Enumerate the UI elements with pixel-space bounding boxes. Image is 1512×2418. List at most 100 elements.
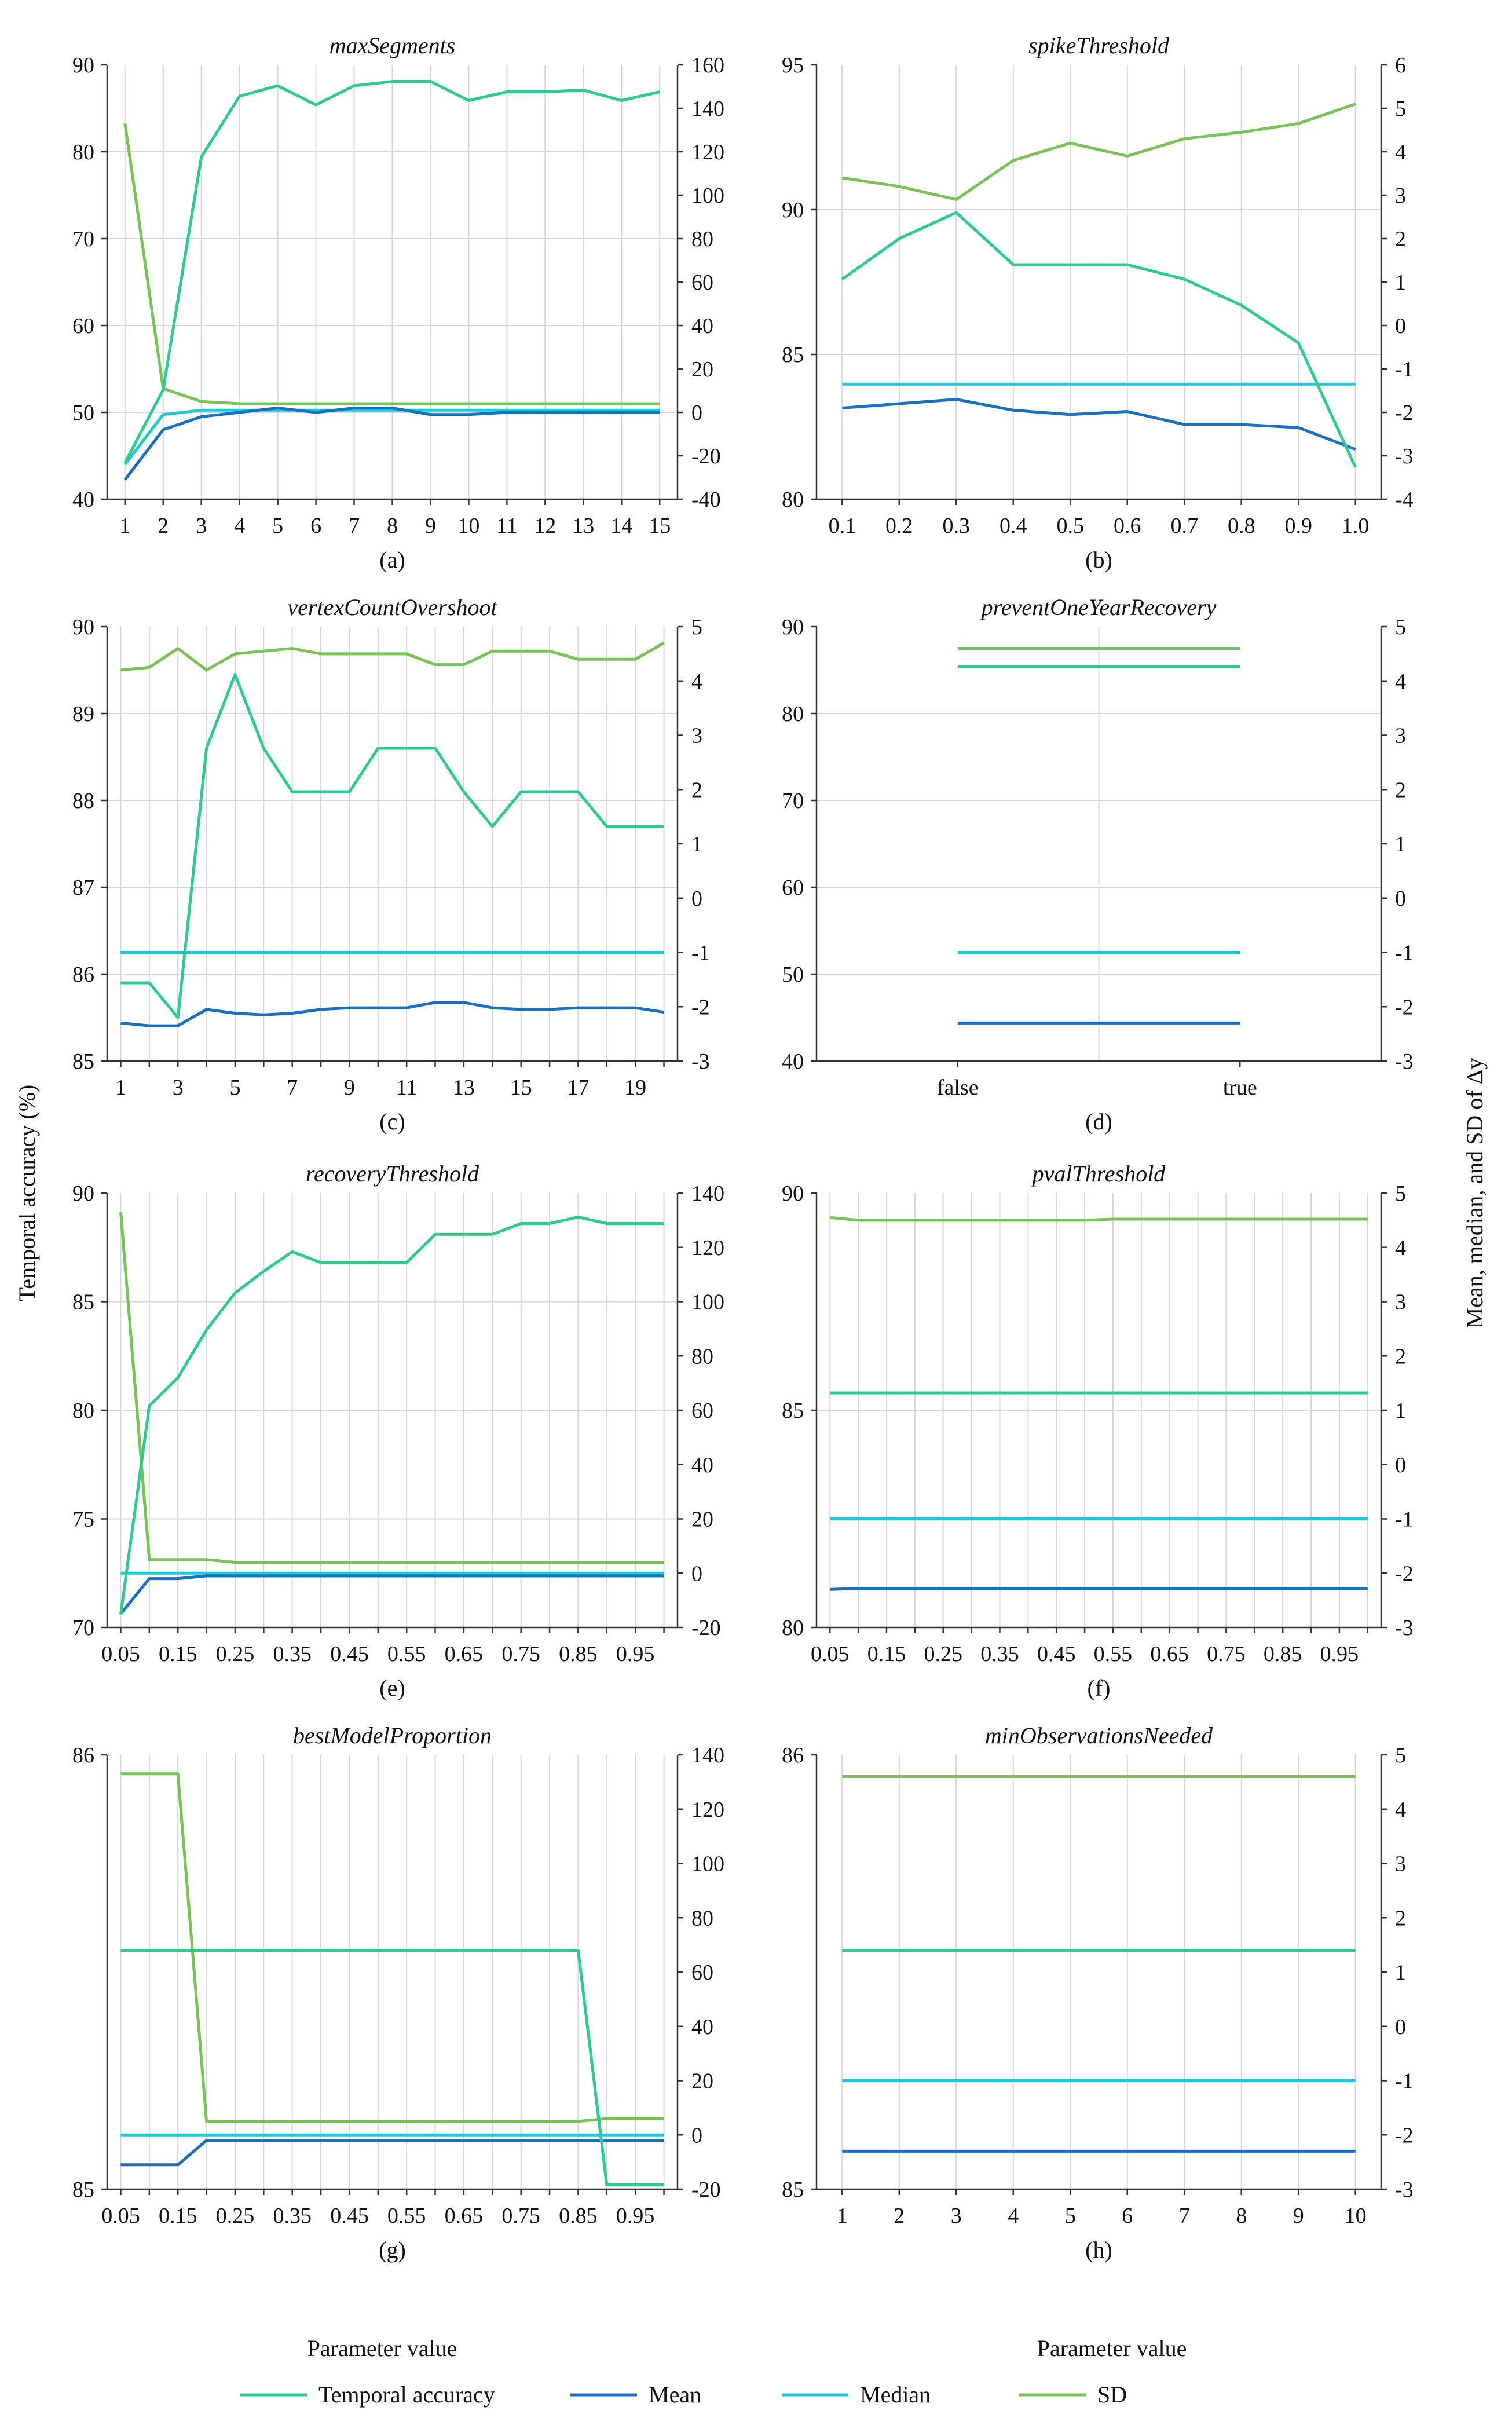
x-tick-label: 8 <box>1236 2204 1247 2228</box>
x-tick-label: 0.15 <box>867 1642 906 1666</box>
x-tick-label: false <box>937 1076 979 1100</box>
y-tick-label-right: 5 <box>1395 1181 1406 1206</box>
y-tick-label-left: 70 <box>782 789 804 813</box>
y-axis-label-right: Mean, median, and SD of Δy <box>1462 1058 1488 1329</box>
series-line-mean <box>120 1001 664 1027</box>
y-tick-label-right: 100 <box>691 1852 724 1876</box>
x-tick-label: 0.85 <box>559 2204 598 2228</box>
y-tick-label-left: 90 <box>782 1181 804 1206</box>
x-tick-label: 19 <box>624 1076 646 1100</box>
x-tick-label: 3 <box>173 1076 184 1100</box>
y-tick-label-right: 3 <box>1395 184 1406 208</box>
panel-e: 70 75 80 85 90 -20 0 20 40 60 80 100 120 140 0.05 0.15 0… <box>72 1161 724 1701</box>
y-tick-label-right: 140 <box>691 1181 724 1206</box>
x-tick-label: 0.55 <box>387 1642 426 1666</box>
legend-label-acc: Temporal accuracy <box>318 2382 495 2408</box>
x-tick-label: 2 <box>158 514 169 538</box>
panel-d: 40 50 60 70 80 90 -3 -2 -1 0 1 2 3 4 5 false true prevent… <box>782 594 1414 1135</box>
y-tick-label-right: 100 <box>691 184 724 208</box>
x-tick-label: 0.95 <box>1320 1642 1359 1666</box>
y-tick-label-right: 60 <box>691 1399 713 1423</box>
y-tick-label-left: 85 <box>72 1049 94 1074</box>
y-tick-label-left: 90 <box>782 615 804 639</box>
x-tick-label: true <box>1223 1076 1257 1100</box>
y-tick-label-right: 120 <box>691 1236 724 1260</box>
x-tick-label: 4 <box>234 514 245 538</box>
y-tick-label-right: 4 <box>1395 1236 1406 1260</box>
y-tick-label-right: 1 <box>1395 832 1406 857</box>
x-tick-label: 1 <box>115 1076 126 1100</box>
series-line-acc <box>119 1215 664 1615</box>
y-tick-label-left: 80 <box>72 1399 94 1423</box>
x-tick-label: 0.85 <box>1264 1642 1302 1666</box>
y-tick-label-right: -3 <box>691 1049 710 1074</box>
y-tick-label-right: 1 <box>691 832 702 857</box>
x-tick-label: 6 <box>310 514 321 538</box>
panel-letter: (g) <box>379 2237 406 2263</box>
y-tick-label-left: 85 <box>782 2178 804 2202</box>
x-tick-label: 0.9 <box>1284 514 1312 538</box>
panel-letter: (h) <box>1085 2237 1112 2263</box>
x-tick-label: 3 <box>196 514 207 538</box>
y-tick-label-right: 5 <box>1395 1743 1406 1768</box>
series-line-sd <box>123 123 660 405</box>
series-line-sd <box>119 1212 664 1564</box>
x-tick-label: 10 <box>457 514 479 538</box>
y-tick-label-right: 3 <box>1395 1290 1406 1315</box>
x-tick-label: 0.7 <box>1170 514 1198 538</box>
legend-label-mean: Mean <box>649 2382 701 2408</box>
y-tick-label-right: 40 <box>691 2015 713 2039</box>
legend-label-median: Median <box>860 2382 931 2408</box>
y-tick-label-right: -20 <box>691 444 721 469</box>
y-tick-label-right: 2 <box>1395 778 1406 802</box>
x-tick-label: 5 <box>272 514 283 538</box>
y-tick-label-right: 0 <box>691 1561 702 1586</box>
y-tick-label-left: 85 <box>72 1290 94 1315</box>
series-line-sd <box>829 1216 1368 1222</box>
y-tick-label-left: 90 <box>72 1181 94 1206</box>
panel-title: spikeThreshold <box>1028 32 1170 58</box>
y-tick-label-right: -2 <box>1395 995 1414 1019</box>
y-tick-label-right: 20 <box>691 357 713 382</box>
x-tick-label: 9 <box>425 514 436 538</box>
y-tick-label-right: 5 <box>1395 97 1406 121</box>
x-tick-label: 0.55 <box>387 2204 426 2228</box>
y-tick-label-right: -1 <box>1395 1508 1414 1532</box>
panel-letter: (f) <box>1088 1675 1111 1701</box>
y-tick-label-right: 80 <box>691 227 713 251</box>
x-tick-label: 3 <box>951 2204 962 2228</box>
y-tick-label-left: 89 <box>72 702 94 726</box>
y-tick-label-left: 95 <box>782 53 804 78</box>
y-tick-label-right: 2 <box>691 778 702 802</box>
x-tick-label: 11 <box>496 514 518 538</box>
y-tick-label-right: 0 <box>1395 314 1406 338</box>
series-line-acc <box>841 211 1357 469</box>
y-tick-label-right: 1 <box>1395 1399 1406 1423</box>
series-line-sd <box>841 103 1356 201</box>
series-line-sd <box>120 641 665 672</box>
x-tick-label: 0.65 <box>445 1642 484 1666</box>
y-tick-label-right: 3 <box>1395 724 1406 748</box>
y-tick-label-right: 5 <box>691 615 702 639</box>
y-tick-label-right: 60 <box>691 1960 713 1985</box>
panel-letter: (c) <box>379 1109 405 1135</box>
series-line-mean <box>119 1574 664 1615</box>
y-tick-label-left: 75 <box>72 1508 94 1532</box>
x-tick-label: 11 <box>396 1076 418 1100</box>
y-tick-label-left: 88 <box>72 789 94 813</box>
y-tick-label-right: 160 <box>691 53 724 78</box>
y-tick-label-right: -2 <box>1395 1561 1414 1586</box>
y-tick-label-right: 120 <box>691 1798 724 1822</box>
y-tick-label-left: 85 <box>782 343 804 367</box>
x-tick-label: 0.75 <box>501 2204 540 2228</box>
x-tick-label: 0.05 <box>101 1642 140 1666</box>
y-tick-label-right: 2 <box>1395 227 1406 251</box>
x-tick-label: 0.15 <box>159 2204 197 2228</box>
x-tick-label: 0.6 <box>1114 514 1141 538</box>
x-tick-label: 0.3 <box>943 514 971 538</box>
x-tick-label: 0.75 <box>501 1642 540 1666</box>
y-tick-label-right: 80 <box>691 1344 713 1369</box>
panel-title: minObservationsNeeded <box>985 1722 1213 1748</box>
series-line-mean <box>120 2139 664 2167</box>
